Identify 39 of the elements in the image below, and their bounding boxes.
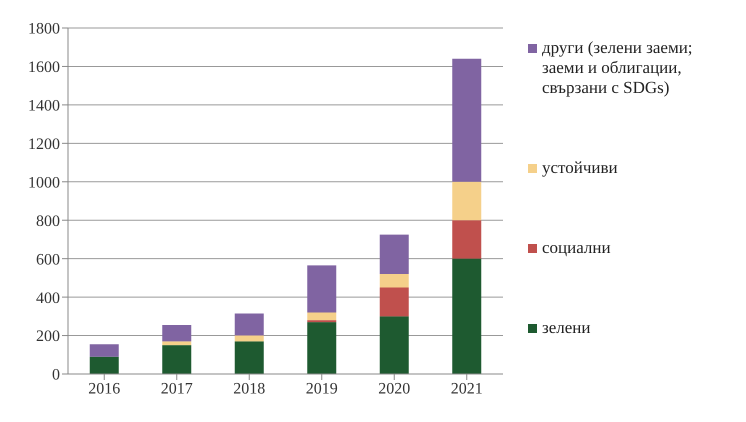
y-tick-label: 1400 [28, 98, 60, 115]
y-tick-label: 1600 [28, 59, 60, 76]
bar [452, 182, 482, 220]
bar [162, 341, 192, 346]
bar [307, 322, 336, 374]
x-tick-label: 2020 [378, 380, 410, 398]
legend-label: социални [542, 238, 611, 258]
bar [452, 220, 482, 259]
x-tick-label: 2016 [88, 380, 120, 398]
y-tick-label: 600 [36, 251, 60, 268]
bar [380, 274, 409, 288]
bar [162, 345, 192, 374]
y-tick-label: 1000 [28, 174, 60, 192]
bar [380, 288, 409, 316]
bar [162, 324, 192, 342]
y-tick-label: 200 [36, 328, 60, 346]
x-tick-label: 2017 [160, 380, 193, 398]
bar [307, 312, 336, 320]
bar [234, 341, 264, 374]
bar [90, 356, 119, 374]
bar [234, 313, 264, 336]
bar [307, 265, 336, 312]
y-tick-label: 400 [36, 290, 60, 307]
legend-label: зелени [542, 318, 590, 338]
x-tick-label: 2018 [233, 380, 266, 398]
y-tick-label: 1800 [28, 20, 60, 38]
legend-label: други (зелени заеми; заеми и облигации, свързани с SDGs) [542, 38, 694, 98]
bar [452, 58, 482, 182]
y-tick-label: 0 [52, 366, 60, 384]
bar [452, 258, 482, 374]
x-tick-label: 2019 [306, 380, 338, 398]
bar [90, 344, 119, 357]
legend-label: устойчиви [542, 158, 618, 178]
y-tick-label: 1200 [28, 136, 60, 154]
bar [380, 316, 409, 374]
x-tick-label: 2021 [450, 380, 483, 398]
bar [380, 234, 409, 274]
y-tick-label: 800 [36, 212, 60, 230]
bar [234, 336, 264, 342]
